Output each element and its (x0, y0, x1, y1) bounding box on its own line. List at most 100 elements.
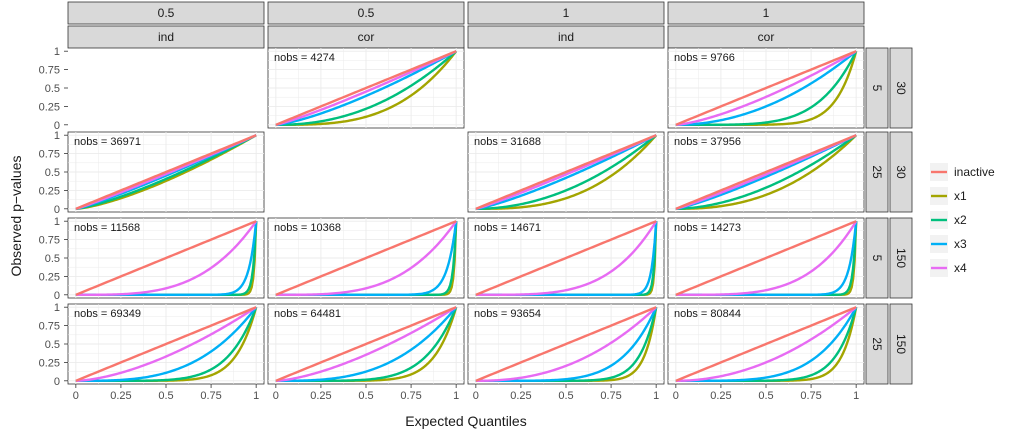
x-tick-label: 0.25 (110, 390, 131, 402)
column-strip-top: 1 (667, 1, 865, 25)
row-strip-inner-label: 5 (870, 85, 884, 92)
series-line-x2 (475, 134, 657, 210)
x-tick-label: 0.75 (200, 390, 221, 402)
series-line-inactive (475, 220, 657, 296)
row-strip-outer: 150 (889, 303, 913, 385)
legend: inactive x1 x2 x3 x4 (930, 163, 995, 277)
x-tick-label: 0 (73, 390, 79, 402)
nobs-label: nobs = 4274 (274, 52, 335, 64)
y-tick-label: 0.25 (39, 271, 60, 283)
x-tick-label: 1 (453, 390, 459, 402)
legend-label: x2 (954, 213, 967, 227)
x-axis: 0 0.25 0.5 0.75 1 (473, 384, 659, 402)
column-strip-bottom-label: ind (558, 30, 574, 44)
series-line-inactive (475, 134, 657, 210)
series-line-inactive (275, 306, 457, 382)
legend-item-inactive: inactive (930, 163, 995, 181)
y-tick-label: 0.25 (39, 185, 60, 197)
series-line-x4 (475, 220, 658, 296)
row-strip-outer-label: 30 (894, 81, 908, 95)
nobs-label: nobs = 93654 (474, 308, 541, 320)
series-line-inactive (75, 220, 257, 296)
facet-panel: nobs = 11568 (67, 217, 265, 299)
axes: 00.250.50.75100.250.50.75100.250.50.7510… (8, 46, 859, 429)
x-tick-label: 0.75 (400, 390, 421, 402)
x-tick-label: 0.5 (758, 390, 773, 402)
facet-panel: nobs = 14671 (467, 217, 665, 299)
facet-panel: nobs = 4274 (267, 47, 465, 129)
facet-panel: nobs = 64481 (267, 303, 465, 385)
y-axis-title: Observed p−values (8, 155, 24, 276)
series-line-x3 (675, 50, 857, 126)
y-axis: 0 0.25 0.5 0.75 1 (39, 130, 68, 216)
x-tick-label: 0.25 (510, 390, 531, 402)
row-strip-inner: 25 (865, 131, 889, 213)
x-tick-label: 0.5 (158, 390, 173, 402)
x-tick-label: 0.75 (800, 390, 821, 402)
row-strip-inner: 5 (865, 47, 889, 129)
legend-item-x3: x3 (930, 235, 967, 253)
nobs-label: nobs = 31688 (474, 136, 541, 148)
nobs-label: nobs = 10368 (274, 222, 341, 234)
nobs-label: nobs = 14273 (674, 222, 741, 234)
row-strip-inner-label: 5 (870, 255, 884, 262)
facet-strips: 0.5 ind 0.5 cor 1 ind 1 cor 5 30 25 30 5 150 25 150 (67, 1, 913, 385)
x-tick-label: 0.25 (310, 390, 331, 402)
series-line-x4 (275, 306, 457, 382)
column-strip-bottom: ind (467, 25, 665, 49)
facet-panel: nobs = 93654 (467, 303, 665, 385)
column-strip-bottom: ind (67, 25, 265, 49)
row-strip-outer-label: 30 (894, 165, 908, 179)
y-tick-label: 0 (54, 120, 60, 132)
series-line-x3 (675, 306, 858, 382)
y-axis: 0 0.25 0.5 0.75 1 (39, 302, 68, 388)
series-line-x4 (675, 306, 857, 382)
row-strip-outer: 30 (889, 131, 913, 213)
y-tick-label: 0.75 (39, 321, 60, 333)
row-strip-outer: 30 (889, 47, 913, 129)
series-line-x2 (675, 50, 858, 126)
x-tick-label: 0 (673, 390, 679, 402)
y-tick-label: 0.5 (45, 339, 60, 351)
facet-panel: nobs = 80844 (667, 303, 865, 385)
facet-panels: nobs = 4274 nobs = 9766 nobs = 36971 nobs =… (67, 47, 865, 385)
series-line-x4 (675, 220, 858, 296)
series-line-inactive (275, 50, 457, 126)
x-tick-label: 1 (253, 390, 259, 402)
series-line-inactive (75, 306, 257, 382)
legend-label: x4 (954, 261, 967, 275)
nobs-label: nobs = 80844 (674, 308, 741, 320)
y-tick-label: 0.75 (39, 149, 60, 161)
x-tick-label: 0.75 (600, 390, 621, 402)
facet-panel: nobs = 10368 (267, 217, 465, 299)
y-tick-label: 1 (54, 130, 60, 142)
series-line-x4 (475, 306, 657, 382)
column-strip-bottom-label: cor (358, 30, 375, 44)
facet-panel: nobs = 14273 (667, 217, 865, 299)
x-tick-label: 0.5 (558, 390, 573, 402)
series-line-x4 (275, 220, 458, 296)
column-strip-top-label: 0.5 (358, 6, 375, 20)
series-line-x4 (75, 220, 258, 296)
column-strip-top: 0.5 (267, 1, 465, 25)
x-tick-label: 0.5 (358, 390, 373, 402)
row-strip-inner: 25 (865, 303, 889, 385)
x-tick-label: 0.25 (710, 390, 731, 402)
y-tick-label: 0.25 (39, 101, 60, 113)
y-tick-label: 0.5 (45, 83, 60, 95)
y-axis: 0 0.25 0.5 0.75 1 (39, 216, 68, 302)
y-tick-label: 0.75 (39, 65, 60, 77)
column-strip-top: 1 (467, 1, 665, 25)
nobs-label: nobs = 9766 (674, 52, 735, 64)
series-line-x4 (275, 50, 457, 126)
y-tick-label: 0 (54, 290, 60, 302)
series-line-x3 (475, 134, 657, 210)
facet-panel: nobs = 37956 (667, 131, 865, 213)
legend-item-x2: x2 (930, 211, 967, 229)
column-strip-bottom-label: cor (758, 30, 775, 44)
series-line-x3 (75, 306, 258, 382)
x-axis: 0 0.25 0.5 0.75 1 (73, 384, 259, 402)
row-strip-inner-label: 25 (870, 337, 884, 351)
x-tick-label: 0 (273, 390, 279, 402)
column-strip-top: 0.5 (67, 1, 265, 25)
